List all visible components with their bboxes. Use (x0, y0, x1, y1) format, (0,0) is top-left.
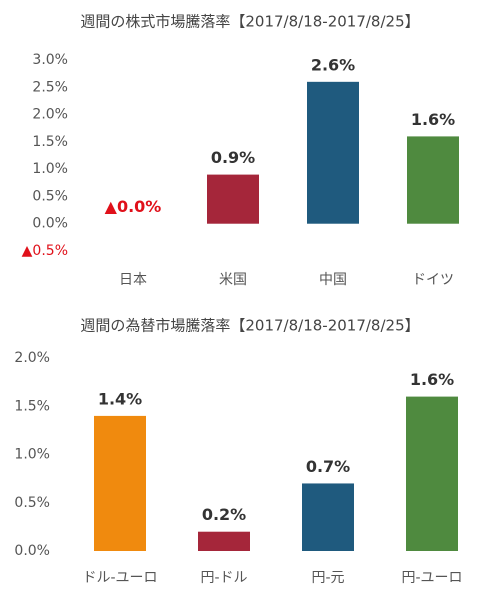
value-label: 0.7% (306, 457, 350, 476)
bar (302, 483, 354, 551)
bar (207, 174, 259, 224)
y-tick-label: 0.5% (14, 495, 50, 511)
y-tick-label: 3.0% (32, 52, 68, 68)
y-tick-label: 1.5% (14, 398, 50, 414)
y-tick-label: ▲0.5% (22, 243, 68, 259)
x-tick-label: 円-ドル (200, 570, 247, 586)
bar (198, 531, 250, 551)
x-tick-label: ドイツ (412, 272, 454, 288)
y-tick-label: 2.0% (14, 350, 50, 366)
bar (406, 396, 458, 551)
chart-title: 週間の株式市場騰落率【2017/8/18-2017/8/25】 (80, 13, 419, 31)
y-tick-label: 1.0% (32, 161, 68, 177)
y-tick-label: 2.5% (32, 79, 68, 95)
y-tick-label: 0.0% (32, 216, 68, 232)
bar (407, 136, 459, 224)
y-tick-label: 0.5% (32, 188, 68, 204)
y-tick-label: 2.0% (32, 107, 68, 123)
bar (307, 81, 359, 224)
value-label: 1.6% (411, 110, 455, 129)
y-tick-label: 1.0% (14, 447, 50, 463)
value-label: 2.6% (311, 55, 355, 74)
x-tick-label: 円-ユーロ (401, 570, 462, 586)
value-label: 0.9% (211, 148, 255, 167)
x-tick-label: ドル-ユーロ (82, 570, 157, 586)
y-tick-label: 0.0% (14, 543, 50, 559)
x-tick-label: 中国 (319, 272, 347, 288)
x-tick-label: 日本 (119, 272, 147, 288)
value-label: 1.6% (410, 370, 454, 389)
value-label: 1.4% (98, 389, 142, 408)
value-label: 0.2% (202, 505, 246, 524)
chart-title: 週間の為替市場騰落率【2017/8/18-2017/8/25】 (80, 317, 419, 335)
y-tick-label: 1.5% (32, 134, 68, 150)
x-tick-label: 円-元 (311, 570, 344, 586)
bar (94, 415, 146, 551)
x-tick-label: 米国 (219, 272, 247, 288)
value-label: ▲0.0% (105, 197, 162, 216)
